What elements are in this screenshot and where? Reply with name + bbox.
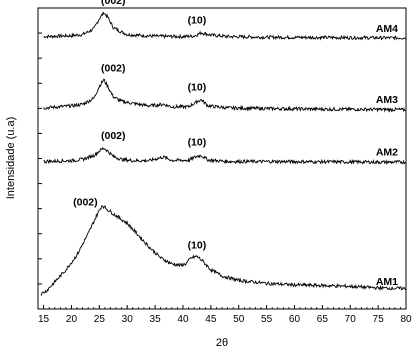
x-axis-title: 2θ xyxy=(216,337,228,349)
x-tick-label-15: 15 xyxy=(38,314,50,325)
series-label-am2: AM2 xyxy=(376,147,398,159)
y-axis-title: Intensidade (u.a) xyxy=(5,117,17,200)
series-label-am1: AM1 xyxy=(376,276,398,288)
peak-label-am2-10: (10) xyxy=(188,137,207,149)
series-line-am4 xyxy=(43,11,406,41)
series-label-am3: AM3 xyxy=(376,94,398,106)
x-tick-label-65: 65 xyxy=(317,314,329,325)
x-tick-label-50: 50 xyxy=(233,314,245,325)
x-tick-label-70: 70 xyxy=(345,314,357,325)
series-line-am1 xyxy=(40,205,406,296)
peak-label-am1-10: (10) xyxy=(188,240,207,252)
y-axis-ticks xyxy=(38,32,42,285)
series-group: AM4 AM3 AM2 AM1 xyxy=(40,11,406,296)
x-tick-label-55: 55 xyxy=(261,314,273,325)
plot-frame xyxy=(37,7,407,310)
x-tick-label-75: 75 xyxy=(373,314,385,325)
x-axis-ticks: 15 20 25 30 35 40 45 50 55 60 65 70 75 80 xyxy=(37,305,412,325)
peak-label-am3-10: (10) xyxy=(188,81,207,93)
x-tick-label-30: 30 xyxy=(122,314,134,325)
x-tick-label-25: 25 xyxy=(94,314,106,325)
annotation-group: (002) (10) (002) (10) (002) (10) (002) (10) xyxy=(73,0,206,252)
series-line-am2 xyxy=(43,147,406,166)
series-label-am4: AM4 xyxy=(376,23,398,35)
series-line-am3 xyxy=(43,78,406,113)
peak-label-am1-002: (002) xyxy=(73,196,98,208)
x-tick-label-40: 40 xyxy=(177,314,189,325)
x-tick-label-35: 35 xyxy=(150,314,162,325)
peak-label-am4-002: (002) xyxy=(101,0,126,7)
peak-label-am3-002: (002) xyxy=(101,63,126,75)
x-tick-label-60: 60 xyxy=(289,314,301,325)
peak-label-am4-10: (10) xyxy=(188,14,207,26)
x-tick-label-20: 20 xyxy=(66,314,78,325)
x-tick-label-45: 45 xyxy=(205,314,217,325)
x-tick-label-80: 80 xyxy=(400,314,412,325)
peak-label-am2-002: (002) xyxy=(101,130,126,142)
